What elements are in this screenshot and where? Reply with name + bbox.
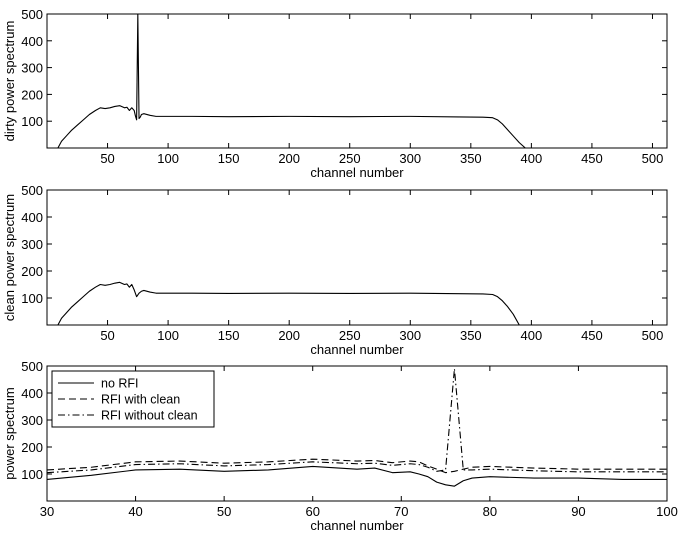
x-tick-label: 50 xyxy=(217,504,231,519)
x-tick-label: 50 xyxy=(100,328,114,343)
series-line-no-rfi xyxy=(47,465,667,487)
x-axis-label: channel number xyxy=(310,342,404,357)
chart-panel-3: 30 40 50 60 70 80 90 100 100 200 300 400 500 channel … xyxy=(2,359,678,533)
series-line-rfi-without-clean xyxy=(47,368,667,474)
y-tick-label: 100 xyxy=(21,114,43,129)
legend-label: RFI with clean xyxy=(101,393,180,407)
x-tick-label: 100 xyxy=(656,504,678,519)
y-axis-label: clean power spectrum xyxy=(2,194,17,321)
x-tick-label: 350 xyxy=(460,151,482,166)
legend-box xyxy=(51,370,215,428)
y-tick-label: 200 xyxy=(21,87,43,102)
x-tick-label: 300 xyxy=(399,151,421,166)
x-tick-label: 60 xyxy=(305,504,319,519)
plot-frame xyxy=(46,13,668,149)
y-tick-label: 300 xyxy=(21,237,43,252)
x-tick-label: 250 xyxy=(339,151,361,166)
y-tick-label: 500 xyxy=(21,7,43,22)
y-tick-label: 500 xyxy=(21,183,43,198)
chart-panel-1: 50 100 150 200 250 300 350 400 450 500 100 200 300 40… xyxy=(2,7,668,180)
y-tick-label: 200 xyxy=(21,440,43,455)
x-tick-label: 300 xyxy=(399,328,421,343)
x-tick-label: 450 xyxy=(581,151,603,166)
x-tick-label: 400 xyxy=(521,328,543,343)
x-tick-label: 100 xyxy=(157,328,179,343)
plot-frame xyxy=(46,365,668,502)
y-tick-label: 100 xyxy=(21,467,43,482)
y-tick-label: 400 xyxy=(21,34,43,49)
y-tick-label: 100 xyxy=(21,291,43,306)
x-tick-label: 70 xyxy=(394,504,408,519)
x-tick-label: 90 xyxy=(571,504,585,519)
x-tick-label: 450 xyxy=(581,328,603,343)
legend-label: RFI without clean xyxy=(101,409,198,423)
x-tick-label: 250 xyxy=(339,328,361,343)
y-tick-label: 300 xyxy=(21,61,43,76)
x-axis-label: channel number xyxy=(310,165,404,180)
series-line-rfi-with-clean xyxy=(47,458,667,474)
x-tick-label: 80 xyxy=(483,504,497,519)
chart-panel-2: 50 100 150 200 250 300 350 400 450 500 100 200 300 40… xyxy=(2,183,668,357)
x-tick-label: 350 xyxy=(460,328,482,343)
legend: no RFI RFI with clean RFI without clean xyxy=(51,370,215,428)
x-tick-label: 200 xyxy=(278,151,300,166)
series-line-1 xyxy=(57,14,667,148)
y-tick-label: 200 xyxy=(21,264,43,279)
y-tick-label: 400 xyxy=(21,210,43,225)
x-axis-label: channel number xyxy=(310,518,404,533)
x-tick-label: 40 xyxy=(128,504,142,519)
y-axis-label: dirty power spectrum xyxy=(2,21,17,142)
x-tick-label: 30 xyxy=(40,504,54,519)
legend-label: no RFI xyxy=(101,377,139,391)
x-tick-label: 150 xyxy=(218,151,240,166)
x-tick-label: 50 xyxy=(100,151,114,166)
x-tick-label: 500 xyxy=(642,328,664,343)
x-tick-label: 400 xyxy=(521,151,543,166)
x-tick-label: 500 xyxy=(642,151,664,166)
y-axis-label: power spectrum xyxy=(2,387,17,479)
y-tick-label: 300 xyxy=(21,413,43,428)
plot-frame xyxy=(46,189,668,326)
x-tick-label: 150 xyxy=(218,328,240,343)
x-tick-label: 100 xyxy=(157,151,179,166)
y-tick-label: 500 xyxy=(21,359,43,374)
series-line-1 xyxy=(57,281,667,325)
y-tick-label: 400 xyxy=(21,386,43,401)
x-tick-label: 200 xyxy=(278,328,300,343)
